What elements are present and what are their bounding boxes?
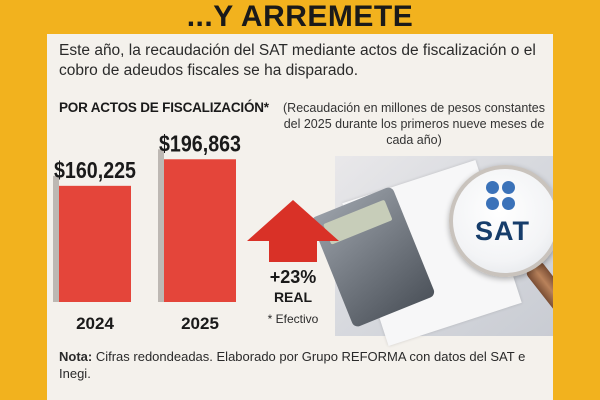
sat-dot (486, 181, 499, 194)
footnote-label: Nota: (59, 349, 93, 364)
footnote: Nota: Cifras redondeadas. Elaborado por … (59, 348, 549, 382)
change-label: +23% (270, 267, 317, 287)
data-label-2025: $196,863 (159, 130, 241, 156)
change-footnote: * Efectivo (268, 312, 319, 326)
bar-shadow (158, 149, 164, 302)
intro-text: Este año, la recaudación del SAT mediant… (59, 42, 536, 79)
magnifying-glass-icon: SAT (449, 165, 553, 277)
bar-shadow (53, 175, 59, 302)
bar-2024 (59, 185, 131, 302)
sat-logo-text: SAT (475, 216, 530, 246)
up-arrow-icon (247, 200, 339, 262)
chart-title: POR ACTOS DE FISCALIZACIÓN* (59, 100, 269, 115)
data-label-2024: $160,225 (54, 157, 136, 183)
footnote-text: Cifras redondeadas. Elaborado por Grupo … (59, 349, 526, 381)
infographic-card: ...Y ARREMETE Este año, la recaudación d… (47, 0, 553, 400)
sat-logo-dots (486, 181, 541, 210)
sat-dot (502, 181, 515, 194)
sat-dot (502, 197, 515, 210)
x-tick-2025: 2025 (181, 314, 219, 333)
chart-subtitle: (Recaudación en millones de pesos consta… (283, 101, 545, 147)
sat-dot (486, 197, 499, 210)
x-tick-2024: 2024 (76, 314, 114, 333)
bar-2025 (164, 159, 236, 302)
sat-logo-icon: SAT (475, 181, 541, 265)
bar-chart: $160,225 2024 $196,863 2025 +23% REAL * Efecti… (53, 130, 339, 333)
change-sublabel: REAL (274, 289, 313, 305)
banner-title: ...Y ARREMETE (47, 0, 553, 34)
